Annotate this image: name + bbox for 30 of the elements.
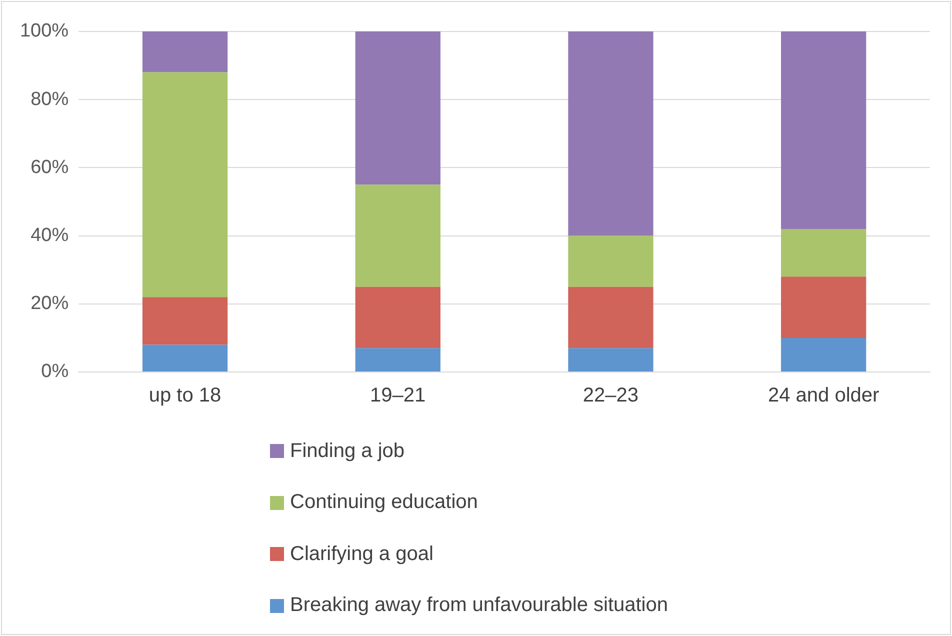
bar	[142, 344, 228, 372]
bar	[781, 338, 866, 372]
bar	[355, 286, 440, 348]
bar	[355, 31, 440, 185]
bar	[355, 184, 440, 287]
bar	[142, 72, 228, 298]
bar	[781, 276, 866, 338]
legend-label: Clarifying a goal	[290, 542, 434, 566]
y-tick-label: 0%	[41, 361, 69, 382]
legend-label: Continuing education	[290, 491, 478, 514]
y-tick-label: 60%	[30, 156, 69, 178]
bar	[355, 348, 440, 372]
x-tick-label: up to 18	[148, 384, 222, 407]
x-tick-label: 24 and older	[768, 384, 880, 407]
y-tick-label: 40%	[30, 224, 69, 246]
bar	[781, 228, 866, 277]
bar	[568, 236, 654, 287]
y-tick-label: 20%	[30, 293, 69, 314]
bar	[781, 31, 866, 229]
bar	[142, 297, 228, 345]
y-tick-label: 80%	[30, 88, 69, 110]
x-tick-label: 19–21	[370, 384, 426, 407]
legend-label: Finding a job	[290, 440, 405, 462]
bar	[142, 31, 228, 72]
bar	[568, 348, 654, 372]
legend-label: Breaking away from unfavourable situation	[290, 594, 668, 617]
y-tick-label: 100%	[20, 20, 69, 42]
x-tick-label: 22–23	[582, 384, 639, 407]
bar	[568, 31, 654, 236]
bar	[568, 286, 654, 348]
